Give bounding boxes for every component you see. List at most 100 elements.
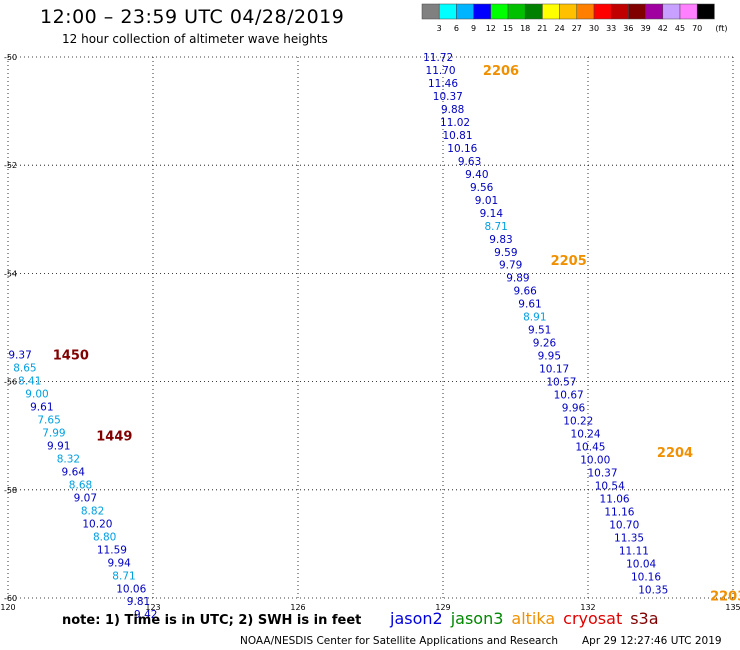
credit-line: NOAA/NESDIS Center for Satellite Applica… — [240, 635, 558, 647]
swh-value-label: 9.95 — [538, 351, 561, 363]
swh-value-label: 9.94 — [107, 557, 131, 569]
swh-value-label: 10.16 — [631, 571, 661, 583]
swh-value-label: 10.67 — [554, 390, 584, 402]
longitude-tick-label: 120 — [0, 603, 15, 612]
swh-value-label: 11.46 — [428, 78, 458, 90]
pass-time-label: 1449 — [96, 430, 132, 445]
swh-value-label: 9.51 — [528, 325, 551, 337]
swh-value-label: 9.79 — [499, 260, 522, 272]
swh-value-label: 8.68 — [69, 479, 92, 491]
longitude-tick-label: 132 — [580, 603, 595, 612]
legend-item: altika — [511, 609, 556, 628]
swh-value-label: 10.54 — [595, 480, 625, 492]
latitude-tick-label: -54 — [4, 269, 17, 278]
swh-value-label: 10.57 — [546, 377, 576, 389]
colorbar-level-label: 21 — [537, 24, 547, 33]
colorbar-level-label: 27 — [572, 24, 582, 33]
swh-value-label: 9.96 — [562, 403, 586, 415]
satellite-legend: jason2 jason3 altika cryosat s3a — [390, 609, 667, 628]
axis-tick-labels: 120 123 126 129 132 135 -50 -52 -54 -56 -58 -60 — [0, 53, 740, 612]
swh-value-label: 9.63 — [458, 156, 481, 168]
legend-item: jason2 — [390, 609, 443, 628]
colorbar-swatch — [421, 3, 440, 20]
swh-value-label: 9.26 — [533, 338, 557, 350]
swh-value-label: 10.17 — [539, 364, 569, 376]
swh-value-label: 10.24 — [571, 429, 601, 441]
swh-value-label: 8.71 — [112, 570, 135, 582]
swh-value-label: 9.01 — [475, 195, 498, 207]
colorbar-level-label: 24 — [555, 24, 565, 33]
latitude-tick-label: -60 — [4, 594, 17, 603]
swh-value-label: 9.64 — [62, 466, 86, 478]
colorbar-swatch — [524, 3, 543, 20]
swh-value-label: 11.70 — [426, 65, 456, 77]
pass-labels: 2206 2205 2204 2203 1450 1449 — [53, 64, 740, 604]
footer-note: note: 1) Time is in UTC; 2) SWH is in fe… — [62, 613, 362, 628]
colorbar-level-label: 42 — [658, 24, 668, 33]
swh-value-label: 9.61 — [30, 401, 53, 413]
swh-points: 11.7211.7011.4610.379.8811.0210.8110.169… — [8, 52, 668, 621]
longitude-tick-label: 129 — [435, 603, 450, 612]
swh-value-label: 10.06 — [116, 583, 146, 595]
colorbar-level-label: 36 — [623, 24, 633, 33]
swh-value-label: 10.45 — [575, 442, 605, 454]
swh-value-label: 11.72 — [423, 52, 453, 64]
swh-value-label: 9.61 — [518, 299, 541, 311]
colorbar-level-label: 3 — [437, 24, 442, 33]
pass-time-label: 2203 — [710, 589, 740, 604]
longitude-tick-label: 126 — [290, 603, 305, 612]
swh-value-label: 11.59 — [97, 544, 127, 556]
colorbar-level-label: 15 — [503, 24, 513, 33]
swh-value-label: 11.06 — [600, 493, 630, 505]
colorbar-level-label: 39 — [641, 24, 651, 33]
swh-value-label: 9.83 — [489, 234, 512, 246]
page-subtitle: 12 hour collection of altimeter wave hei… — [62, 32, 328, 46]
swh-value-label: 9.66 — [513, 286, 537, 298]
colorbar-swatch — [576, 3, 595, 20]
swh-value-label: 9.91 — [47, 440, 70, 452]
swh-value-label: 9.07 — [74, 492, 97, 504]
colorbar-level-label: 9 — [471, 24, 476, 33]
colorbar-swatch — [610, 3, 629, 20]
colorbar-swatch — [645, 3, 664, 20]
colorbar-swatch — [490, 3, 509, 20]
colorbar-swatch — [559, 3, 578, 20]
swh-value-label: 9.89 — [506, 273, 529, 285]
colorbar-level-label: 30 — [589, 24, 599, 33]
swh-value-label: 8.65 — [13, 363, 36, 375]
swh-value-label: 10.35 — [638, 584, 668, 596]
colorbar-swatch — [438, 3, 457, 20]
colorbar-swatch — [662, 3, 681, 20]
swh-value-label: 7.99 — [42, 427, 65, 439]
swh-value-label: 9.88 — [441, 104, 464, 116]
swh-value-label: 10.20 — [82, 518, 112, 530]
colorbar-level-label: 45 — [675, 24, 685, 33]
swh-value-label: 8.91 — [523, 312, 546, 324]
colorbar-swatch — [628, 3, 646, 20]
swh-value-label: 9.56 — [470, 182, 494, 194]
latitude-tick-label: -56 — [4, 378, 17, 387]
swh-value-label: 8.71 — [484, 221, 507, 233]
swh-value-label: 10.81 — [442, 130, 472, 142]
pass-time-label: 1450 — [53, 349, 89, 364]
swh-value-label: 9.14 — [480, 208, 504, 220]
legend-item: jason3 — [450, 609, 504, 628]
swh-value-label: 8.32 — [57, 453, 80, 465]
swh-value-label: 8.80 — [93, 531, 116, 543]
colorbar-unit-label: (ft) — [715, 24, 727, 33]
colorbar-swatch — [679, 3, 698, 20]
swh-value-label: 10.70 — [609, 519, 639, 531]
swh-value-label: 9.40 — [465, 169, 488, 181]
latitude-tick-label: -58 — [4, 486, 17, 495]
colorbar-swatch — [473, 3, 492, 20]
swh-value-label: 10.37 — [433, 91, 463, 103]
pass-time-label: 2204 — [657, 446, 693, 461]
swh-value-label: 11.35 — [614, 532, 644, 544]
colorbar-swatch — [696, 3, 715, 20]
colorbar-swatch — [456, 3, 474, 20]
map-grid — [7, 56, 734, 599]
swh-value-label: 10.22 — [563, 416, 593, 428]
colorbar-swatch — [542, 3, 560, 20]
colorbar-level-label: 18 — [520, 24, 530, 33]
